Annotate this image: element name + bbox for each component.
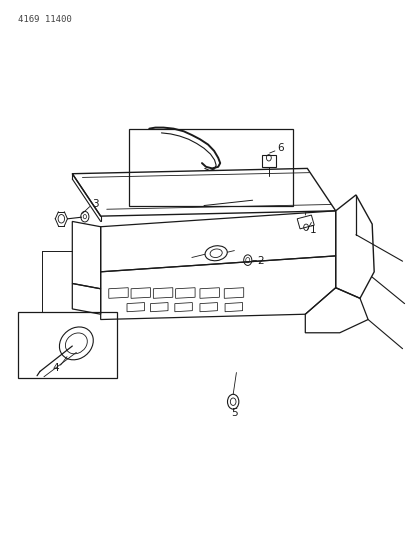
Text: 2: 2 [257, 256, 264, 266]
Text: 1: 1 [310, 225, 317, 235]
Text: 6: 6 [277, 143, 284, 154]
Text: 4169 11400: 4169 11400 [18, 14, 71, 23]
Text: 3: 3 [92, 199, 99, 209]
Text: 4: 4 [52, 364, 59, 373]
Bar [262, 155, 276, 167]
Text: 5: 5 [231, 408, 238, 418]
Bar [18, 312, 117, 378]
Bar [129, 128, 293, 206]
